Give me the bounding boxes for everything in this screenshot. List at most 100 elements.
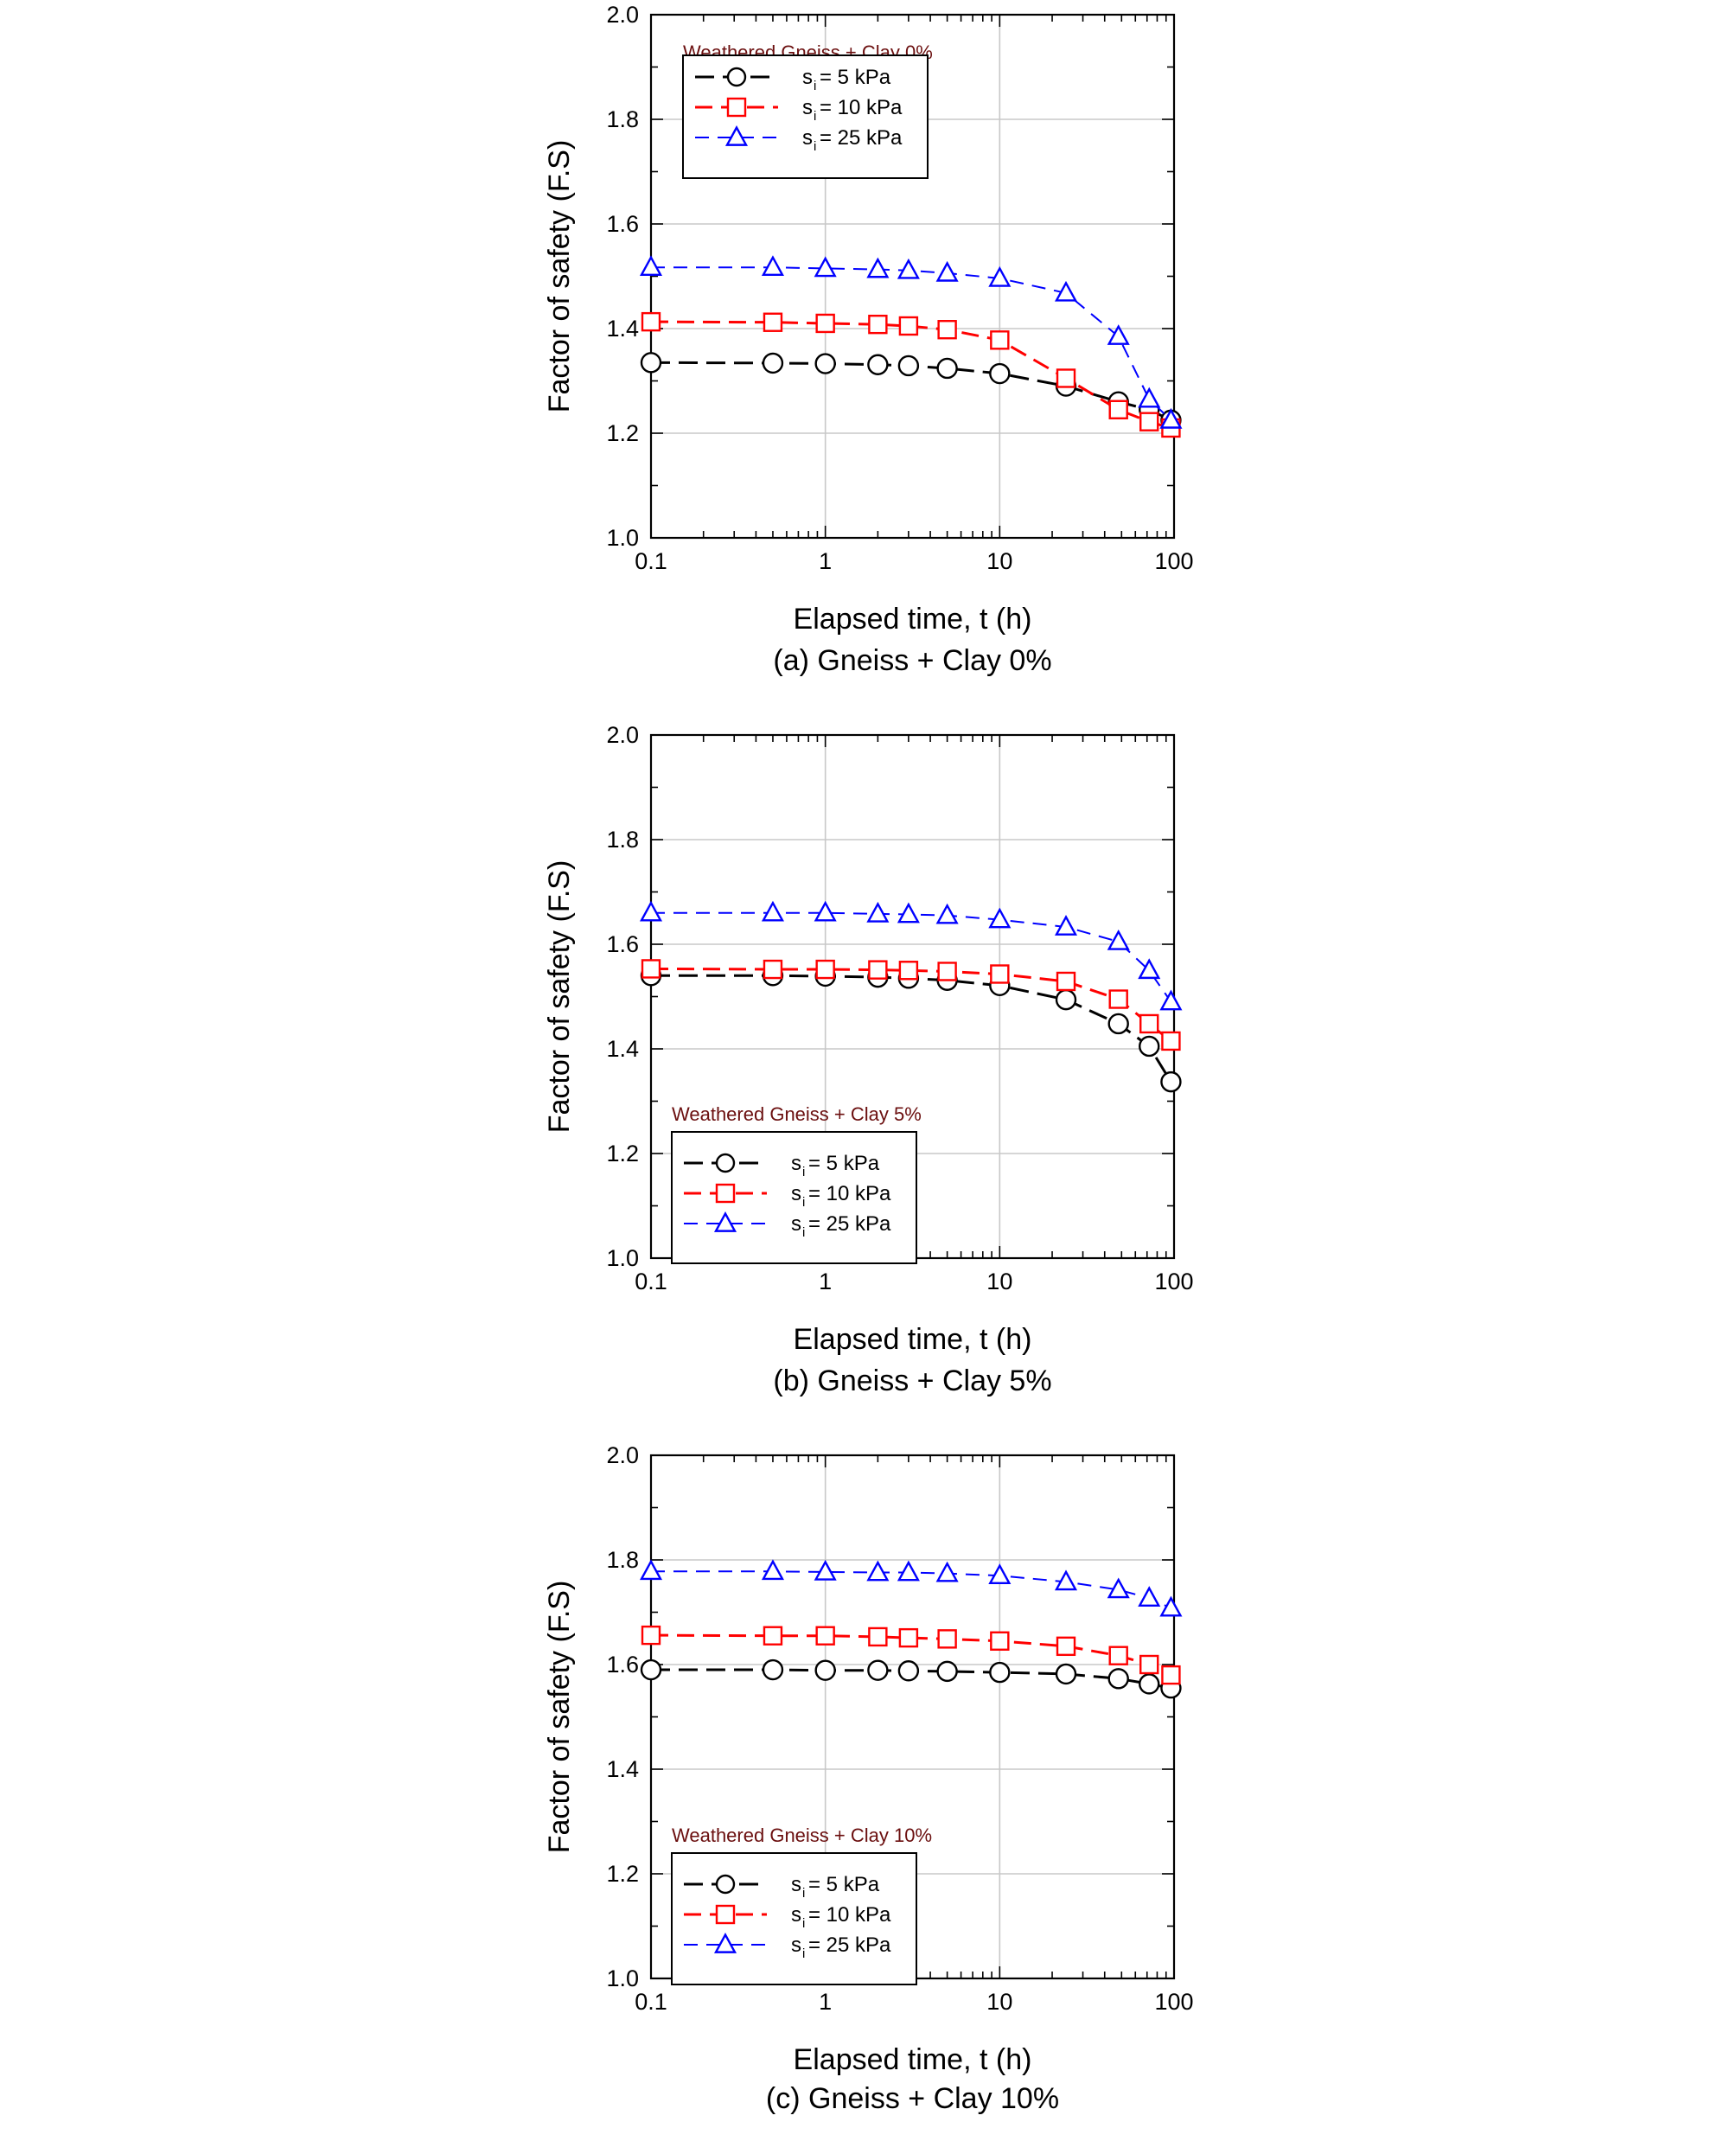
data-point — [1139, 1035, 1160, 1058]
legend-marker — [726, 97, 747, 118]
data-point — [898, 961, 919, 981]
legend-box — [671, 1852, 917, 1985]
data-point — [1161, 1665, 1181, 1685]
data-point — [640, 1658, 662, 1681]
legend-label-rest: = 25 kPa — [808, 1933, 891, 1957]
x-axis-label: Elapsed time, t (h) — [794, 2043, 1032, 2076]
data-point — [639, 255, 663, 277]
legend-label-s: s — [791, 1873, 801, 1896]
legend-label-s: s — [791, 1182, 801, 1205]
data-point — [761, 255, 784, 277]
x-tick-label: 1 — [819, 548, 832, 574]
series-s10 — [641, 311, 1181, 438]
data-point — [1055, 988, 1077, 1011]
data-point — [898, 316, 919, 336]
data-point — [988, 265, 1012, 287]
data-point — [937, 320, 957, 340]
data-point — [815, 1626, 835, 1646]
data-point — [1138, 1586, 1161, 1607]
y-tick-label: 1.8 — [606, 1547, 639, 1573]
x-tick-label: 100 — [1154, 548, 1193, 574]
data-point — [1054, 280, 1078, 302]
legend-marker — [713, 1211, 737, 1232]
data-point — [1054, 915, 1078, 936]
x-tick-label: 1 — [819, 1989, 832, 2015]
data-point — [763, 312, 783, 332]
data-point — [866, 257, 890, 278]
legend-label-rest: = 5 kPa — [808, 1873, 880, 1896]
data-point — [762, 352, 784, 374]
series-s25 — [639, 1559, 1183, 1617]
y-tick-label: 1.8 — [606, 106, 639, 132]
data-point — [989, 1661, 1011, 1684]
data-point — [814, 1559, 837, 1581]
legend-label-rest: = 10 kPa — [808, 1903, 891, 1927]
data-point — [937, 962, 957, 981]
data-point — [1139, 1673, 1160, 1695]
legend-label-sub: i — [802, 1886, 805, 1901]
series-s5 — [640, 1658, 1182, 1699]
data-point — [1159, 989, 1183, 1011]
legend-label-rest: = 10 kPa — [808, 1182, 891, 1205]
series-s25 — [639, 900, 1183, 1011]
y-tick-label: 1.0 — [606, 1965, 639, 1991]
data-point — [897, 1660, 920, 1682]
legend-label-sub: i — [802, 1946, 805, 1961]
data-point — [1161, 1031, 1181, 1051]
data-point — [639, 1559, 663, 1581]
y-tick-label: 1.4 — [606, 1756, 639, 1782]
x-axis-label: Elapsed time, t (h) — [794, 1323, 1032, 1356]
data-point — [990, 964, 1010, 984]
figure-caption: (b) Gneiss + Clay 5% — [773, 1364, 1051, 1397]
data-point — [640, 352, 662, 374]
data-point — [1108, 1646, 1128, 1665]
data-point — [990, 330, 1010, 350]
data-point — [763, 959, 783, 980]
data-point — [1107, 324, 1130, 345]
legend-marker — [713, 1932, 737, 1953]
y-tick-label: 1.6 — [606, 1652, 639, 1678]
y-tick-label: 1.0 — [606, 525, 639, 551]
y-tick-label: 2.0 — [606, 2, 639, 28]
data-point — [814, 353, 836, 374]
data-point — [936, 1660, 958, 1683]
x-tick-label: 10 — [986, 1269, 1012, 1294]
legend-label-sub: i — [814, 79, 816, 93]
data-point — [1138, 387, 1161, 408]
data-point — [815, 313, 835, 334]
legend-label-sub: i — [802, 1195, 805, 1210]
legend-label-rest: = 5 kPa — [808, 1152, 880, 1175]
data-point — [898, 1627, 919, 1648]
y-axis-label: Factor of safety (F.S) — [543, 1581, 576, 1854]
data-point — [1159, 1595, 1183, 1617]
legend-title: Weathered Gneiss + Clay 5% — [672, 1103, 922, 1125]
data-point — [763, 1626, 783, 1646]
data-point — [761, 900, 784, 922]
y-tick-label: 2.0 — [606, 1442, 639, 1468]
y-tick-label: 1.4 — [606, 316, 639, 342]
data-point — [866, 901, 890, 923]
legend-label-sub: i — [802, 1916, 805, 1931]
data-point — [1056, 368, 1076, 388]
legend-label-s: s — [791, 1933, 801, 1957]
data-point — [641, 1625, 661, 1646]
data-point — [868, 1627, 888, 1647]
y-axis-label: Factor of safety (F.S) — [543, 140, 576, 413]
data-point — [815, 959, 835, 980]
data-point — [1107, 929, 1130, 950]
legend-title: Weathered Gneiss + Clay 10% — [672, 1825, 932, 1846]
data-point — [814, 1659, 836, 1681]
data-point — [935, 903, 959, 924]
data-point — [1107, 1668, 1129, 1690]
y-tick-label: 1.8 — [606, 827, 639, 853]
x-tick-label: 0.1 — [635, 1269, 667, 1294]
data-point — [1139, 1654, 1159, 1675]
x-tick-label: 100 — [1154, 1989, 1193, 2015]
data-point — [897, 1560, 920, 1582]
legend-marker — [715, 1153, 736, 1173]
data-point — [935, 1561, 959, 1582]
data-point — [897, 258, 920, 279]
y-tick-label: 1.2 — [606, 420, 639, 446]
